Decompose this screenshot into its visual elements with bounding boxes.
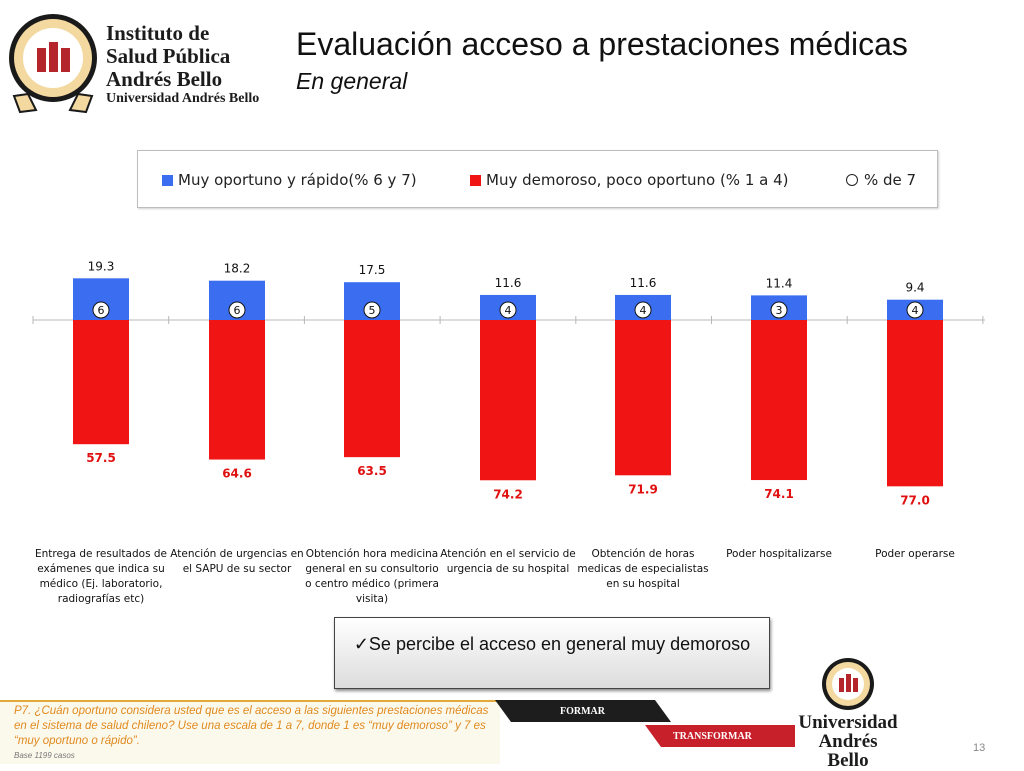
bar-negative-7 xyxy=(887,320,943,487)
category-label-3: Obtención hora medicina general en su co… xyxy=(305,548,439,605)
category-label-1: Entrega de resultados de exámenes que in… xyxy=(34,548,167,605)
seven-label-4: 4 xyxy=(505,304,512,317)
legend-label-seven: % de 7 xyxy=(864,171,917,189)
data-label-positive-1: 19.3 xyxy=(88,259,115,273)
data-label-negative-3: 63.5 xyxy=(357,464,387,478)
legend-circle-icon xyxy=(846,174,858,186)
legend-swatch-blue xyxy=(162,174,173,186)
data-label-negative-4: 74.2 xyxy=(493,487,523,501)
category-label-2: Atención de urgencias en el SAPU de su s… xyxy=(170,548,304,575)
category-label-7: Poder operarse xyxy=(875,548,955,560)
data-label-negative-1: 57.5 xyxy=(86,451,116,465)
bar-negative-1 xyxy=(73,320,129,445)
institute-logo xyxy=(9,14,97,114)
logo-title: Instituto de Salud Pública Andrés Bello xyxy=(106,21,231,91)
bar-negative-5 xyxy=(615,320,671,476)
category-label-4: Atención en el servicio de urgencia de s… xyxy=(440,548,576,575)
bar-negative-4 xyxy=(480,320,536,481)
bar-negative-6 xyxy=(751,320,807,481)
data-label-positive-2: 18.2 xyxy=(224,262,251,276)
data-label-positive-4: 11.6 xyxy=(495,276,522,290)
ribbon-formar: FORMAR xyxy=(560,706,605,717)
seven-marker-6 xyxy=(770,301,788,319)
data-label-negative-7: 77.0 xyxy=(900,493,930,507)
formar-transformar-ribbons xyxy=(495,700,795,747)
data-label-positive-5: 11.6 xyxy=(630,276,657,290)
sample-base-text: Base 1199 casos xyxy=(14,751,75,760)
seven-marker-7 xyxy=(906,301,924,319)
seven-marker-5 xyxy=(634,301,652,319)
conclusion-callout: ✓Se percibe el acceso en general muy dem… xyxy=(334,617,770,689)
seven-label-2: 6 xyxy=(234,304,241,317)
data-label-positive-6: 11.4 xyxy=(766,276,793,290)
seven-label-5: 4 xyxy=(640,304,647,317)
category-label-6: Poder hospitalizarse xyxy=(726,548,832,560)
page-subtitle: En general xyxy=(296,68,408,94)
seven-label-7: 4 xyxy=(912,304,919,317)
legend-label-positive: Muy oportuno y rápido(% 6 y 7) xyxy=(178,171,417,189)
page-title: Evaluación acceso a prestaciones médicas xyxy=(296,26,908,62)
seven-label-1: 6 xyxy=(98,304,105,317)
legend-item-negative: Muy demoroso, poco oportuno (% 1 a 4) xyxy=(470,171,789,189)
bar-negative-2 xyxy=(209,320,265,460)
category-label-5: Obtención de horas medicas de especialis… xyxy=(577,548,709,590)
university-name: Universidad Andrés Bello xyxy=(798,712,898,771)
survey-question-text: P7. ¿Cuán oportuno considera usted que e… xyxy=(14,705,489,747)
data-label-negative-5: 71.9 xyxy=(628,482,658,496)
data-label-negative-2: 64.6 xyxy=(222,467,252,481)
seven-marker-1 xyxy=(92,301,110,319)
page-number: 13 xyxy=(973,742,986,754)
seven-label-6: 3 xyxy=(776,304,783,317)
seven-marker-3 xyxy=(363,301,381,319)
logo-subtitle: Universidad Andrés Bello xyxy=(106,91,260,106)
chart-legend: Muy oportuno y rápido(% 6 y 7) Muy demor… xyxy=(137,150,938,208)
seven-label-3: 5 xyxy=(369,304,376,317)
legend-swatch-red xyxy=(470,174,481,186)
bar-negative-3 xyxy=(344,320,400,458)
footer-question-box xyxy=(0,700,500,764)
bar-chart: 19.3 57.5 6 18.2 64.6 6 17.5 63.5 5 11.6 74.2 4 11.6… xyxy=(32,259,985,507)
university-logo xyxy=(822,658,874,710)
legend-label-negative: Muy demoroso, poco oportuno (% 1 a 4) xyxy=(486,171,789,189)
data-label-positive-7: 9.4 xyxy=(905,281,924,295)
ribbon-transformar: TRANSFORMAR xyxy=(673,731,752,742)
seven-marker-2 xyxy=(228,301,246,319)
data-label-negative-6: 74.1 xyxy=(764,487,794,501)
seven-marker-4 xyxy=(499,301,517,319)
legend-item-seven: % de 7 xyxy=(846,171,916,189)
data-label-positive-3: 17.5 xyxy=(359,263,386,277)
legend-item-positive: Muy oportuno y rápido(% 6 y 7) xyxy=(162,171,417,189)
